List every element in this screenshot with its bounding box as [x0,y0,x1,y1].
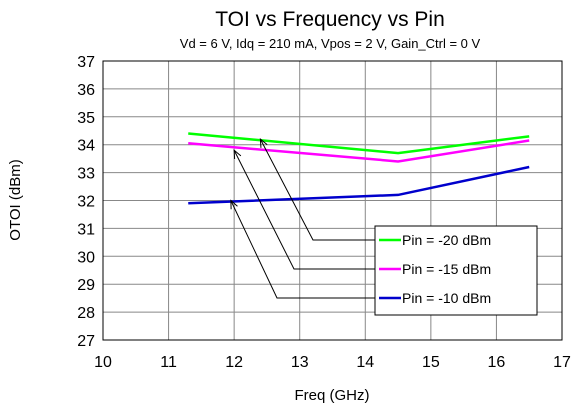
x-tick-label: 13 [291,354,309,371]
series-line [188,132,530,155]
annotation-leader [230,200,379,299]
x-tick-label: 15 [422,354,440,371]
x-tick-label: 11 [160,354,177,371]
series-lines [188,132,530,205]
annotation-arrows [230,138,379,299]
y-tick-labels: 27 28 29 30 31 32 33 34 35 36 37 [77,54,95,350]
x-tick-label: 10 [94,354,112,371]
legend: Pin = -20 dBm Pin = -15 dBm Pin = -10 dBm [374,225,538,316]
chart-title: TOI vs Frequency vs Pin [215,8,445,31]
series-line [188,165,530,205]
y-tick-label: 27 [77,333,95,350]
annotation-arrowhead [230,199,238,210]
legend-label: Pin = -10 dBm [402,290,491,306]
y-tick-label: 30 [77,249,95,266]
legend-label: Pin = -15 dBm [402,261,491,277]
legend-box [374,225,538,316]
y-tick-label: 35 [77,110,95,127]
legend-label: Pin = -20 dBm [402,232,491,248]
x-axis-label: Freq (GHz) [295,387,370,404]
x-tick-label: 16 [488,354,506,371]
y-tick-label: 33 [77,166,95,183]
annotation-leader [233,150,379,270]
y-tick-label: 32 [77,194,95,211]
y-tick-label: 37 [77,54,95,71]
y-tick-label: 36 [77,82,95,99]
x-tick-label: 17 [553,354,571,371]
y-tick-label: 34 [77,138,95,155]
y-tick-label: 29 [77,277,95,294]
x-tick-label: 14 [356,354,374,371]
y-tick-label: 31 [77,221,95,238]
chart-subtitle: Vd = 6 V, Idq = 210 mA, Vpos = 2 V, Gain… [180,36,481,51]
annotation-leader [259,138,379,241]
x-tick-label: 12 [225,354,243,371]
series-line [188,139,530,163]
x-tick-labels: 10 11 12 13 14 15 16 17 [94,354,571,371]
annotation-arrowhead [259,138,268,148]
plot-frame [102,60,563,341]
annotation-arrowhead [233,149,242,160]
y-axis-label: OTOI (dBm) [7,159,24,240]
y-tick-label: 28 [77,305,95,322]
